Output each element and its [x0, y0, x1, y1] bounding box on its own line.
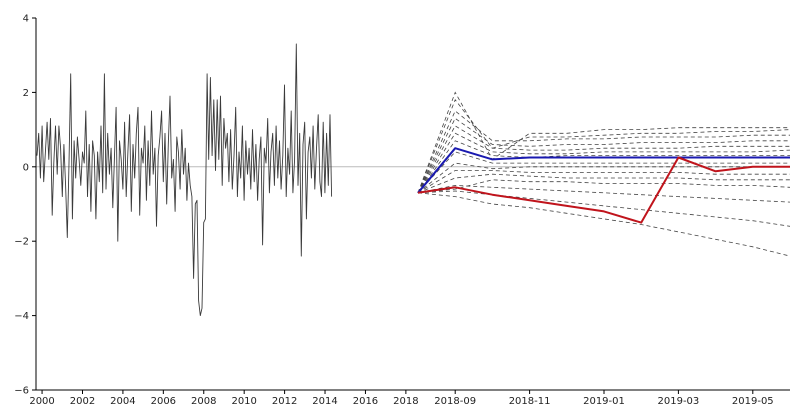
y-tick-label: −4	[14, 311, 29, 322]
x-tick-label: 2018	[393, 396, 418, 405]
series-line-red	[417, 156, 790, 224]
x-tick-label: 2019-03	[658, 396, 700, 405]
axes: −6 −4 −2 0 2 4 2000 2002 2004 2006 2008 2010 2012 201…	[14, 14, 790, 407]
x-tick-label: 2018-11	[509, 396, 551, 405]
x-tick-label: 2019-01	[583, 396, 625, 405]
forecast-path-12	[417, 184, 791, 203]
forecast-path-6	[417, 140, 790, 194]
y-tick-label: 4	[23, 14, 29, 25]
x-tick-label: 2000	[29, 396, 54, 405]
forecast-path-1	[417, 98, 791, 193]
forecast-path-3	[417, 117, 790, 193]
forecast-path-4	[417, 125, 790, 193]
y-tick-label: 2	[23, 88, 29, 99]
forecast-path-10	[417, 173, 790, 194]
y-tick-label: −2	[14, 237, 29, 248]
forecast-path-8	[417, 162, 790, 194]
forecast-path-13	[417, 190, 791, 227]
x-tick-label: 2010	[231, 396, 256, 405]
x-tick-label: 2016	[353, 396, 378, 405]
forecast-path-2	[417, 110, 790, 193]
x-tick-label: 2018-09	[434, 396, 476, 405]
x-tick-label: 2012	[272, 396, 297, 405]
x-tick-label: 2008	[191, 396, 216, 405]
x-tick-label: 2019-05	[732, 396, 774, 405]
x-tick-label: 2002	[70, 396, 95, 405]
forecast-path-7	[417, 151, 790, 194]
x-tick-label: 2004	[110, 396, 135, 405]
y-tick-label: 0	[23, 162, 29, 173]
forecast-path-9	[417, 170, 790, 194]
forecast-fan-paths	[417, 91, 791, 257]
forecast-path-11	[417, 179, 791, 194]
history-series	[36, 43, 333, 317]
series-line-blue	[417, 147, 790, 194]
forecast-path-14	[417, 192, 791, 257]
x-tick-label: 2006	[151, 396, 176, 405]
series-line-history	[36, 43, 333, 317]
y-tick-label: −6	[14, 386, 29, 397]
x-tick-label: 2014	[312, 396, 337, 405]
forecast-path-0	[417, 91, 790, 193]
forecast-highlight-series	[417, 147, 790, 224]
